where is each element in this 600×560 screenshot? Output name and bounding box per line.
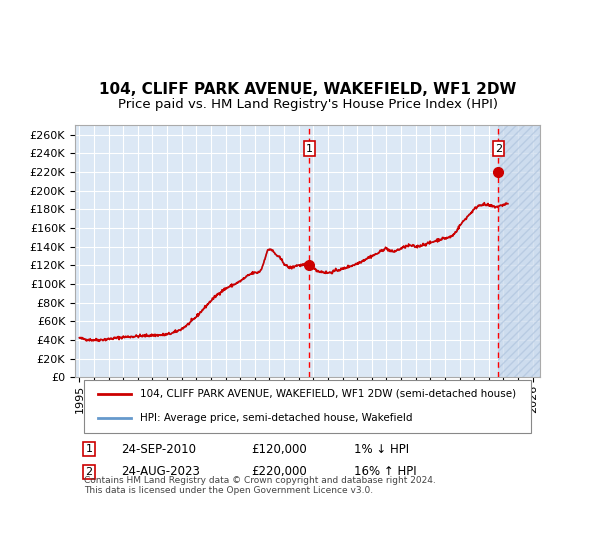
Text: 16% ↑ HPI: 16% ↑ HPI bbox=[354, 465, 416, 478]
FancyBboxPatch shape bbox=[84, 380, 531, 432]
Text: 24-AUG-2023: 24-AUG-2023 bbox=[121, 465, 200, 478]
Text: 104, CLIFF PARK AVENUE, WAKEFIELD, WF1 2DW: 104, CLIFF PARK AVENUE, WAKEFIELD, WF1 2… bbox=[99, 82, 516, 97]
Text: 1% ↓ HPI: 1% ↓ HPI bbox=[354, 443, 409, 456]
Text: Price paid vs. HM Land Registry's House Price Index (HPI): Price paid vs. HM Land Registry's House … bbox=[118, 98, 497, 111]
Text: £120,000: £120,000 bbox=[252, 443, 307, 456]
Text: £220,000: £220,000 bbox=[252, 465, 307, 478]
Text: 2: 2 bbox=[85, 467, 92, 477]
Text: Contains HM Land Registry data © Crown copyright and database right 2024.
This d: Contains HM Land Registry data © Crown c… bbox=[84, 476, 436, 495]
Bar bbox=[499, 125, 554, 377]
Text: 2: 2 bbox=[495, 144, 502, 153]
Text: 1: 1 bbox=[306, 144, 313, 153]
Text: 1: 1 bbox=[85, 444, 92, 454]
Text: 24-SEP-2010: 24-SEP-2010 bbox=[121, 443, 197, 456]
Text: 104, CLIFF PARK AVENUE, WAKEFIELD, WF1 2DW (semi-detached house): 104, CLIFF PARK AVENUE, WAKEFIELD, WF1 2… bbox=[140, 389, 516, 399]
Text: HPI: Average price, semi-detached house, Wakefield: HPI: Average price, semi-detached house,… bbox=[140, 413, 413, 423]
